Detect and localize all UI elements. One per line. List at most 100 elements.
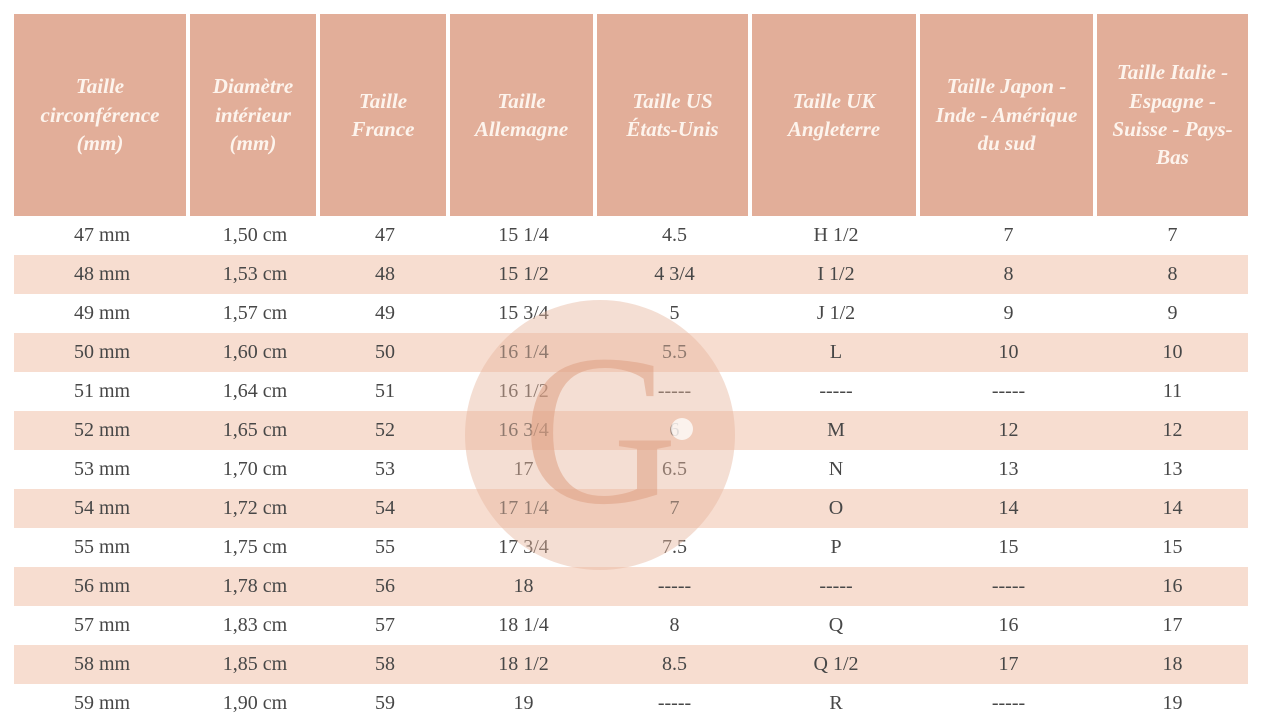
table-cell: R	[752, 684, 920, 720]
table-cell: 16	[1097, 567, 1248, 606]
column-header: Diamètre intérieur (mm)	[190, 14, 320, 216]
table-cell: 47	[320, 216, 450, 255]
table-cell: -----	[920, 372, 1097, 411]
table-cell: 7	[1097, 216, 1248, 255]
table-cell: 18 1/4	[450, 606, 597, 645]
table-cell: 1,83 cm	[190, 606, 320, 645]
table-cell: I 1/2	[752, 255, 920, 294]
table-cell: 18 1/2	[450, 645, 597, 684]
table-cell: 17 3/4	[450, 528, 597, 567]
table-cell: 51 mm	[14, 372, 190, 411]
table-cell: 1,64 cm	[190, 372, 320, 411]
table-cell: 50	[320, 333, 450, 372]
table-cell: 17	[1097, 606, 1248, 645]
table-cell: 19	[1097, 684, 1248, 720]
table-cell: 17	[450, 450, 597, 489]
table-cell: M	[752, 411, 920, 450]
table-row: 55 mm 1,75 cm 55 17 3/4 7.5 P 15 15	[14, 528, 1248, 567]
table-cell: 1,70 cm	[190, 450, 320, 489]
table-cell: 57	[320, 606, 450, 645]
table-cell: 7.5	[597, 528, 752, 567]
table-cell: 12	[1097, 411, 1248, 450]
column-header: Taille US États-Unis	[597, 14, 752, 216]
table-cell: 54	[320, 489, 450, 528]
table-cell: 14	[920, 489, 1097, 528]
table-cell: 9	[1097, 294, 1248, 333]
column-header: Taille Japon - Inde - Amérique du sud	[920, 14, 1097, 216]
table-cell: -----	[752, 567, 920, 606]
table-cell: 13	[1097, 450, 1248, 489]
table-cell: 19	[450, 684, 597, 720]
table-cell: 50 mm	[14, 333, 190, 372]
column-header: Taille France	[320, 14, 450, 216]
table-cell: 1,50 cm	[190, 216, 320, 255]
table-cell: 15 1/4	[450, 216, 597, 255]
table-row: 52 mm 1,65 cm 52 16 3/4 6 M 12 12	[14, 411, 1248, 450]
table-cell: 10	[920, 333, 1097, 372]
column-header: Taille Allemagne	[450, 14, 597, 216]
table-cell: 1,60 cm	[190, 333, 320, 372]
table-row: 48 mm 1,53 cm 48 15 1/2 4 3/4 I 1/2 8 8	[14, 255, 1248, 294]
table-cell: 7	[597, 489, 752, 528]
table-cell: H 1/2	[752, 216, 920, 255]
table-cell: 11	[1097, 372, 1248, 411]
table-cell: 1,90 cm	[190, 684, 320, 720]
table-cell: 4 3/4	[597, 255, 752, 294]
table-cell: 1,57 cm	[190, 294, 320, 333]
table-cell: 52 mm	[14, 411, 190, 450]
table-cell: 52	[320, 411, 450, 450]
table-row: 51 mm 1,64 cm 51 16 1/2 ----- ----- ----- 11	[14, 372, 1248, 411]
table-row: 59 mm 1,90 cm 59 19 ----- R ----- 19	[14, 684, 1248, 720]
table-row: 49 mm 1,57 cm 49 15 3/4 5 J 1/2 9 9	[14, 294, 1248, 333]
table-cell: 18	[1097, 645, 1248, 684]
table-cell: 7	[920, 216, 1097, 255]
table-cell: 1,85 cm	[190, 645, 320, 684]
table-cell: 53 mm	[14, 450, 190, 489]
table-cell: 13	[920, 450, 1097, 489]
table-cell: 5	[597, 294, 752, 333]
table-cell: 16	[920, 606, 1097, 645]
table-cell: 1,65 cm	[190, 411, 320, 450]
table-cell: 8	[597, 606, 752, 645]
table-cell: Q 1/2	[752, 645, 920, 684]
table-cell: 15	[1097, 528, 1248, 567]
table-cell: 59 mm	[14, 684, 190, 720]
table-header-row: Taille circonférence (mm) Diamètre intéri…	[14, 14, 1248, 216]
table-row: 47 mm 1,50 cm 47 15 1/4 4.5 H 1/2 7 7	[14, 216, 1248, 255]
table-cell: 4.5	[597, 216, 752, 255]
table-cell: 16 1/2	[450, 372, 597, 411]
table-cell: Q	[752, 606, 920, 645]
table-cell: 1,53 cm	[190, 255, 320, 294]
table-cell: 58	[320, 645, 450, 684]
table-cell: 9	[920, 294, 1097, 333]
table-cell: 8.5	[597, 645, 752, 684]
table-cell: 8	[920, 255, 1097, 294]
table-cell: 8	[1097, 255, 1248, 294]
table-cell: 12	[920, 411, 1097, 450]
table-cell: 48 mm	[14, 255, 190, 294]
table-cell: N	[752, 450, 920, 489]
table-cell: O	[752, 489, 920, 528]
table-cell: 6	[597, 411, 752, 450]
table-cell: -----	[597, 372, 752, 411]
ring-size-table: Taille circonférence (mm) Diamètre intéri…	[14, 14, 1248, 720]
table-cell: 1,72 cm	[190, 489, 320, 528]
table-cell: 16 3/4	[450, 411, 597, 450]
table-cell: 16 1/4	[450, 333, 597, 372]
table-cell: -----	[597, 684, 752, 720]
table-row: 53 mm 1,70 cm 53 17 6.5 N 13 13	[14, 450, 1248, 489]
table-cell: 48	[320, 255, 450, 294]
table-cell: 49 mm	[14, 294, 190, 333]
table-row: 58 mm 1,85 cm 58 18 1/2 8.5 Q 1/2 17 18	[14, 645, 1248, 684]
column-header: Taille Italie - Espagne - Suisse - Pays-…	[1097, 14, 1248, 216]
table-cell: L	[752, 333, 920, 372]
table-cell: 59	[320, 684, 450, 720]
table-cell: -----	[920, 684, 1097, 720]
table-cell: 56	[320, 567, 450, 606]
table-cell: 53	[320, 450, 450, 489]
column-header: Taille UK Angleterre	[752, 14, 920, 216]
table-cell: J 1/2	[752, 294, 920, 333]
table-cell: 10	[1097, 333, 1248, 372]
table-cell: 47 mm	[14, 216, 190, 255]
